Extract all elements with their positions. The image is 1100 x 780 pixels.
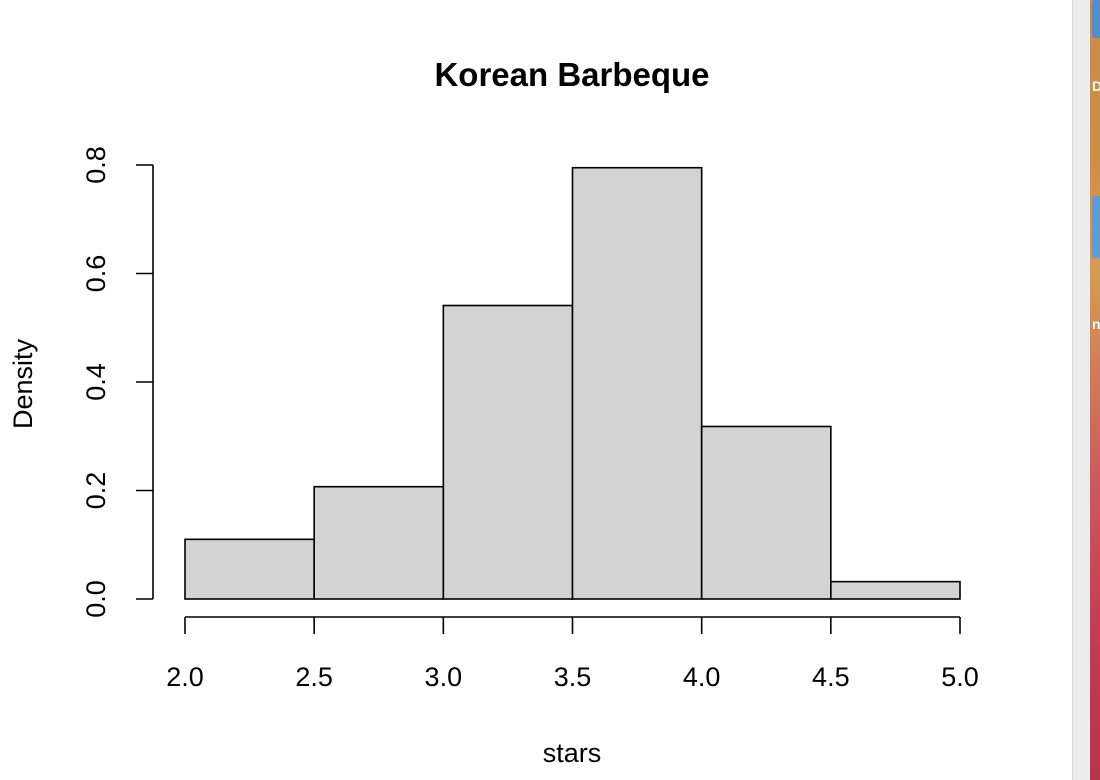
x-axis-label: stars xyxy=(543,738,602,768)
y-tick-label-2: 0.2 xyxy=(81,472,111,510)
y-tick-label-1: 0.0 xyxy=(81,580,111,618)
plot-panel: Korean Barbeque 2.0 2.5 3.0 3.5 4.0 4.5 5.0 0.… xyxy=(8,56,979,768)
x-tick-label-6: 4.5 xyxy=(812,662,850,692)
desktop-label-a: D xyxy=(1092,78,1100,94)
histogram-bar-6 xyxy=(830,580,961,600)
window-divider[interactable] xyxy=(1072,0,1091,780)
y-tick-label-5: 0.8 xyxy=(81,146,111,184)
histogram-bar-3 xyxy=(442,304,574,600)
y-axis: 0.0 0.2 0.4 0.6 0.8 xyxy=(81,146,154,618)
x-tick-label-5: 4.0 xyxy=(683,662,721,692)
x-tick-label-4: 3.5 xyxy=(554,662,592,692)
x-tick-label-3: 3.0 xyxy=(425,662,463,692)
desktop-folder-icon-2[interactable] xyxy=(1092,196,1100,258)
desktop-folder-icon[interactable] xyxy=(1092,0,1100,38)
histogram-bar-1 xyxy=(184,538,315,600)
x-tick-label-1: 2.0 xyxy=(166,662,204,692)
histogram-bar-4 xyxy=(571,166,703,600)
bars-group xyxy=(184,166,961,600)
desktop-label-b: na xyxy=(1092,316,1100,332)
chart-title: Korean Barbeque xyxy=(434,56,709,93)
histogram-bar-2 xyxy=(313,485,445,600)
y-tick-label-3: 0.4 xyxy=(81,363,111,401)
histogram-bar-5 xyxy=(700,425,832,600)
desktop-background xyxy=(1090,0,1100,780)
y-tick-label-4: 0.6 xyxy=(81,255,111,293)
histogram-chart: Korean Barbeque 2.0 2.5 3.0 3.5 4.0 4.5 5.0 0.… xyxy=(8,56,979,768)
y-axis-label: Density xyxy=(8,338,38,429)
x-tick-label-2: 2.5 xyxy=(295,662,333,692)
x-tick-label-7: 5.0 xyxy=(941,662,979,692)
x-axis: 2.0 2.5 3.0 3.5 4.0 4.5 5.0 xyxy=(166,616,979,692)
